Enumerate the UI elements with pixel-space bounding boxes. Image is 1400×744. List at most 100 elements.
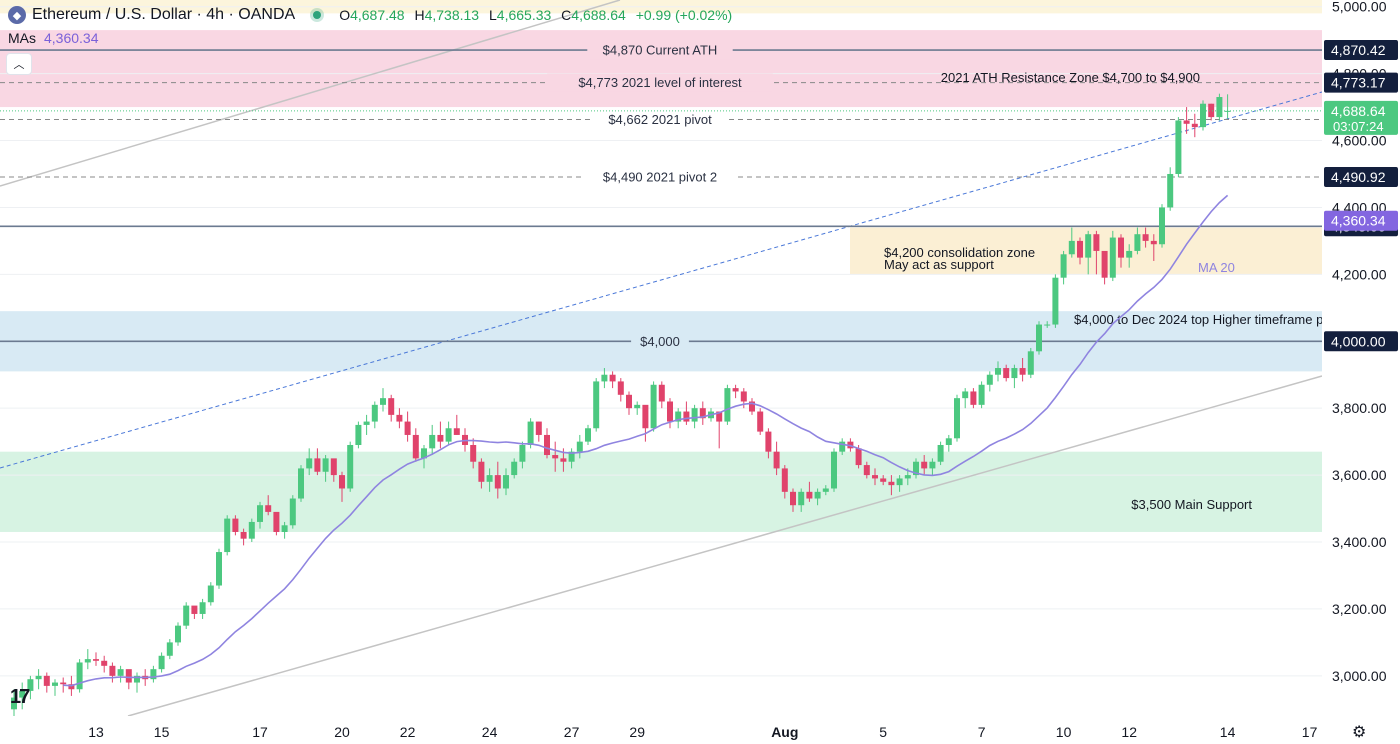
candle-body-86[interactable] <box>716 411 723 422</box>
candle-body-97[interactable] <box>806 491 813 499</box>
candle-body-14[interactable] <box>125 669 132 683</box>
candle-body-70[interactable] <box>585 428 591 442</box>
candle-body-127[interactable] <box>1052 277 1059 325</box>
candle-body-126[interactable] <box>1044 324 1051 326</box>
candle-body-114[interactable] <box>945 438 952 445</box>
candle-body-65[interactable] <box>544 434 550 456</box>
candle-body-56[interactable] <box>470 444 477 462</box>
candle-body-48[interactable] <box>404 421 411 435</box>
candle-body-11[interactable] <box>101 660 108 666</box>
candle-body-92[interactable] <box>765 431 772 452</box>
candle-body-139[interactable] <box>1150 240 1157 245</box>
candle-body-140[interactable] <box>1159 207 1165 245</box>
collapse-legend-button[interactable]: ︿ <box>6 53 32 75</box>
mas-legend[interactable]: MAs 4,360.34 <box>8 30 99 46</box>
candle-body-119[interactable] <box>986 374 993 385</box>
candle-body-15[interactable] <box>134 675 140 683</box>
candle-body-144[interactable] <box>1191 123 1198 128</box>
candle-body-33[interactable] <box>281 525 288 532</box>
candle-body-49[interactable] <box>412 434 419 459</box>
ma20-line[interactable] <box>63 194 1229 687</box>
candle-body-105[interactable] <box>872 475 878 479</box>
candle-body-36[interactable] <box>306 458 313 469</box>
candle-body-30[interactable] <box>257 505 263 522</box>
candle-body-128[interactable] <box>1060 254 1067 278</box>
candle-body-75[interactable] <box>626 394 632 409</box>
candle-body-35[interactable] <box>298 468 304 499</box>
candle-body-98[interactable] <box>814 491 821 499</box>
candle-body-96[interactable] <box>798 491 805 506</box>
candle-body-103[interactable] <box>855 448 862 466</box>
candle-body-8[interactable] <box>76 662 83 690</box>
candle-body-34[interactable] <box>289 498 296 526</box>
candle-body-66[interactable] <box>552 455 559 459</box>
candle-body-117[interactable] <box>970 391 977 405</box>
candle-body-108[interactable] <box>896 478 903 486</box>
candle-body-9[interactable] <box>84 659 91 663</box>
candle-body-45[interactable] <box>380 398 386 405</box>
candle-body-99[interactable] <box>822 488 829 492</box>
candle-body-93[interactable] <box>773 451 780 469</box>
candle-body-100[interactable] <box>831 451 837 489</box>
candle-body-46[interactable] <box>388 398 395 415</box>
candle-body-74[interactable] <box>617 381 624 395</box>
candle-body-122[interactable] <box>1011 368 1018 379</box>
candle-body-109[interactable] <box>904 475 911 479</box>
candle-body-51[interactable] <box>429 434 436 449</box>
candle-body-50[interactable] <box>421 448 427 459</box>
candle-body-120[interactable] <box>995 368 1001 375</box>
candle-body-135[interactable] <box>1118 237 1124 258</box>
candle-body-77[interactable] <box>642 404 649 429</box>
candle-body-82[interactable] <box>683 411 690 422</box>
candle-body-111[interactable] <box>921 461 928 469</box>
candle-body-123[interactable] <box>1019 368 1026 375</box>
candle-body-125[interactable] <box>1036 324 1042 352</box>
candle-body-29[interactable] <box>248 521 255 539</box>
candle-body-5[interactable] <box>52 682 58 686</box>
candle-body-32[interactable] <box>273 511 280 532</box>
candle-body-38[interactable] <box>322 458 329 472</box>
candle-body-44[interactable] <box>371 404 378 422</box>
candle-body-61[interactable] <box>511 461 518 476</box>
candle-body-130[interactable] <box>1077 240 1083 258</box>
candle-body-69[interactable] <box>576 441 583 452</box>
candle-body-143[interactable] <box>1183 120 1190 124</box>
time-axis[interactable] <box>0 716 1322 744</box>
candle-body-60[interactable] <box>503 475 509 489</box>
candle-body-95[interactable] <box>790 491 796 506</box>
candle-body-147[interactable] <box>1216 97 1223 118</box>
candle-body-76[interactable] <box>634 404 641 409</box>
candle-body-13[interactable] <box>117 669 124 676</box>
candle-body-52[interactable] <box>437 434 444 442</box>
candle-body-124[interactable] <box>1027 351 1034 375</box>
candle-body-37[interactable] <box>314 458 321 472</box>
candle-body-138[interactable] <box>1142 234 1149 241</box>
candle-body-2[interactable] <box>27 679 34 691</box>
candle-body-63[interactable] <box>527 421 534 445</box>
candle-body-68[interactable] <box>568 451 575 462</box>
candle-body-47[interactable] <box>396 414 403 422</box>
candle-body-115[interactable] <box>954 398 960 439</box>
candle-body-27[interactable] <box>232 518 239 532</box>
candle-body-146[interactable] <box>1208 103 1215 118</box>
candle-body-10[interactable] <box>93 659 99 661</box>
candle-body-17[interactable] <box>150 669 157 680</box>
candle-body-53[interactable] <box>445 428 452 442</box>
candle-body-59[interactable] <box>494 475 501 489</box>
candle-body-129[interactable] <box>1068 240 1075 255</box>
candle-body-81[interactable] <box>675 411 682 422</box>
candle-body-41[interactable] <box>347 444 354 489</box>
candle-body-39[interactable] <box>330 458 337 476</box>
candle-body-19[interactable] <box>166 642 173 656</box>
candle-body-133[interactable] <box>1101 250 1108 278</box>
candle-body-118[interactable] <box>978 384 985 405</box>
candle-body-104[interactable] <box>863 465 870 476</box>
candle-body-3[interactable] <box>35 675 42 680</box>
candle-body-71[interactable] <box>593 381 600 429</box>
candle-body-58[interactable] <box>486 475 493 482</box>
candle-body-7[interactable] <box>68 684 75 690</box>
candle-body-24[interactable] <box>207 585 214 603</box>
candle-body-132[interactable] <box>1093 234 1100 251</box>
candle-body-78[interactable] <box>650 384 657 429</box>
